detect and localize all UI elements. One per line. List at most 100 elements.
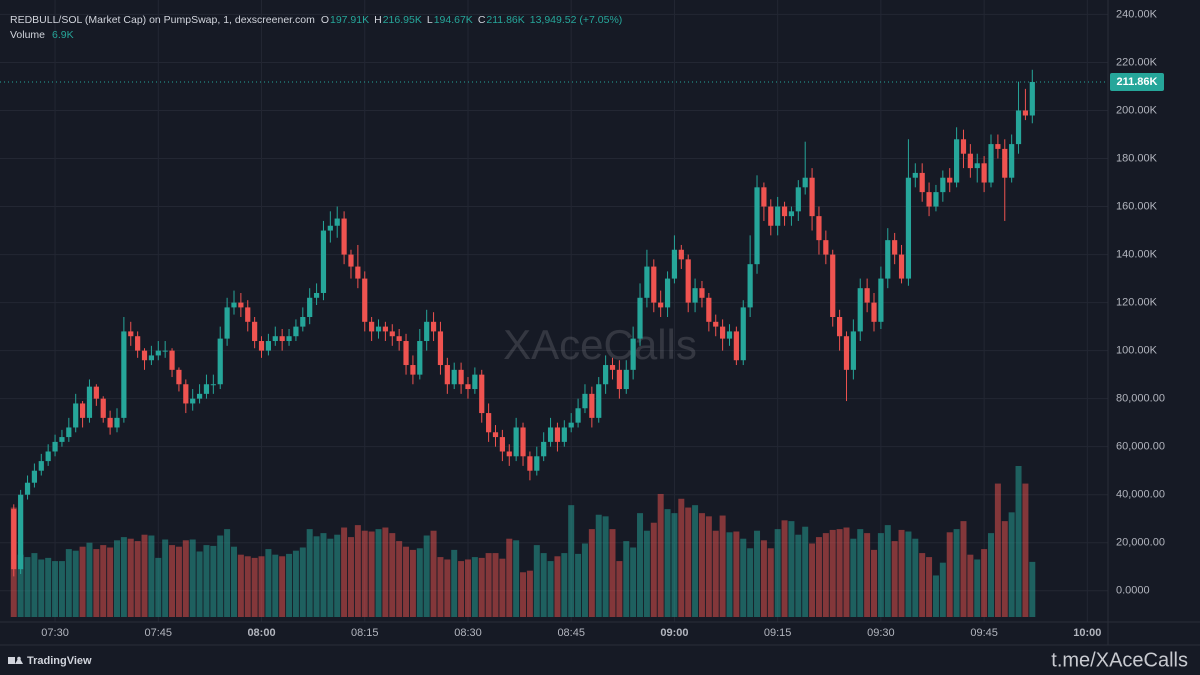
candle-body — [864, 288, 870, 303]
candle-body — [947, 177, 953, 183]
candle-body — [733, 331, 739, 361]
volume-bar — [217, 535, 224, 617]
y-tick-label: 40,000.00 — [1116, 489, 1165, 501]
volume-bar — [38, 559, 45, 617]
candle-body — [761, 187, 767, 207]
volume-bar — [306, 529, 313, 617]
x-tick-label: 09:00 — [660, 627, 688, 639]
volume-bar — [733, 531, 740, 617]
volume-bar — [822, 533, 829, 617]
candle-body — [589, 393, 595, 418]
volume-bar — [492, 553, 499, 617]
volume-bar — [327, 538, 334, 617]
volume-bar — [705, 516, 712, 617]
volume-bar — [747, 548, 754, 617]
candle-body — [664, 278, 671, 308]
candle-body — [375, 326, 382, 332]
candle-body — [768, 206, 774, 226]
volume-bar — [100, 545, 107, 617]
volume-bar — [162, 539, 169, 617]
x-tick-label: 09:30 — [867, 627, 895, 639]
volume-bar — [113, 540, 120, 617]
candle-body — [892, 240, 898, 255]
candle-body — [582, 393, 588, 409]
volume-bar — [960, 521, 967, 617]
candle-body — [527, 456, 533, 471]
volume-bar — [657, 493, 664, 617]
candle-body — [114, 417, 120, 428]
candle-body — [93, 386, 99, 399]
volume-bar — [134, 541, 141, 617]
candle-body — [286, 336, 292, 342]
candle-body — [479, 374, 485, 414]
candle-body — [843, 336, 850, 370]
candle-body — [313, 292, 320, 298]
volume-bar — [31, 553, 38, 617]
volume-bar — [148, 535, 155, 617]
volume-bar — [795, 534, 802, 617]
volume-bar — [650, 522, 657, 617]
volume-bar — [767, 548, 774, 617]
legend-value: 211.86K — [486, 14, 524, 26]
candle-body — [568, 422, 574, 428]
volume-bar — [864, 533, 871, 617]
volume-bar — [602, 516, 609, 617]
volume-bar — [464, 559, 471, 617]
volume-bar — [458, 561, 465, 617]
candle-body — [1022, 110, 1029, 116]
candle-body — [52, 441, 58, 452]
volume-bar — [341, 527, 348, 617]
footer-brand: TradingView — [27, 655, 92, 667]
candle-body — [382, 326, 388, 332]
volume-bar — [416, 548, 423, 617]
volume-bar — [692, 505, 699, 617]
candle-body — [933, 192, 939, 207]
candle-body — [190, 398, 196, 404]
legend-value: 197.91K — [330, 14, 369, 26]
candle-body — [24, 482, 31, 495]
volume-bar — [196, 551, 203, 617]
volume-bar — [375, 529, 382, 617]
volume-bar — [237, 554, 244, 617]
candle-body — [974, 163, 980, 169]
volume-bar — [994, 483, 1001, 617]
volume-bar — [616, 561, 623, 617]
volume-bar — [919, 553, 926, 617]
volume-bar — [485, 553, 492, 617]
volume-bar — [953, 529, 960, 617]
volume-bar — [891, 541, 898, 617]
candle-body — [79, 403, 86, 418]
candle-body — [334, 218, 340, 226]
volume-bar — [575, 553, 582, 617]
volume-bar — [877, 533, 884, 617]
candle-body — [148, 355, 155, 361]
volume-bar — [478, 557, 485, 617]
candle-body — [437, 331, 444, 366]
candle-body — [245, 307, 251, 322]
candle-body — [472, 374, 478, 390]
volume-bar — [444, 559, 451, 617]
volume-bar — [857, 529, 864, 617]
candle-body — [176, 369, 182, 385]
candle-body — [885, 240, 891, 279]
volume-bar — [554, 556, 561, 617]
candle-body — [781, 206, 788, 217]
candle-body — [258, 341, 265, 351]
volume-bar — [244, 556, 251, 617]
volume-bar — [774, 529, 781, 617]
volume-name: Volume — [10, 29, 45, 41]
candle-body — [307, 297, 313, 318]
candle-body — [554, 427, 561, 442]
volume-bar — [664, 509, 671, 617]
candle-body — [100, 398, 106, 418]
candle-body — [486, 413, 492, 433]
volume-bar — [224, 529, 231, 617]
volume-bar — [1015, 466, 1022, 617]
volume-bar — [637, 513, 644, 617]
volume-bar — [451, 549, 458, 617]
volume-bar — [685, 507, 692, 617]
candle-body — [73, 403, 79, 428]
volume-bar — [905, 531, 912, 617]
candle-body — [651, 266, 657, 303]
